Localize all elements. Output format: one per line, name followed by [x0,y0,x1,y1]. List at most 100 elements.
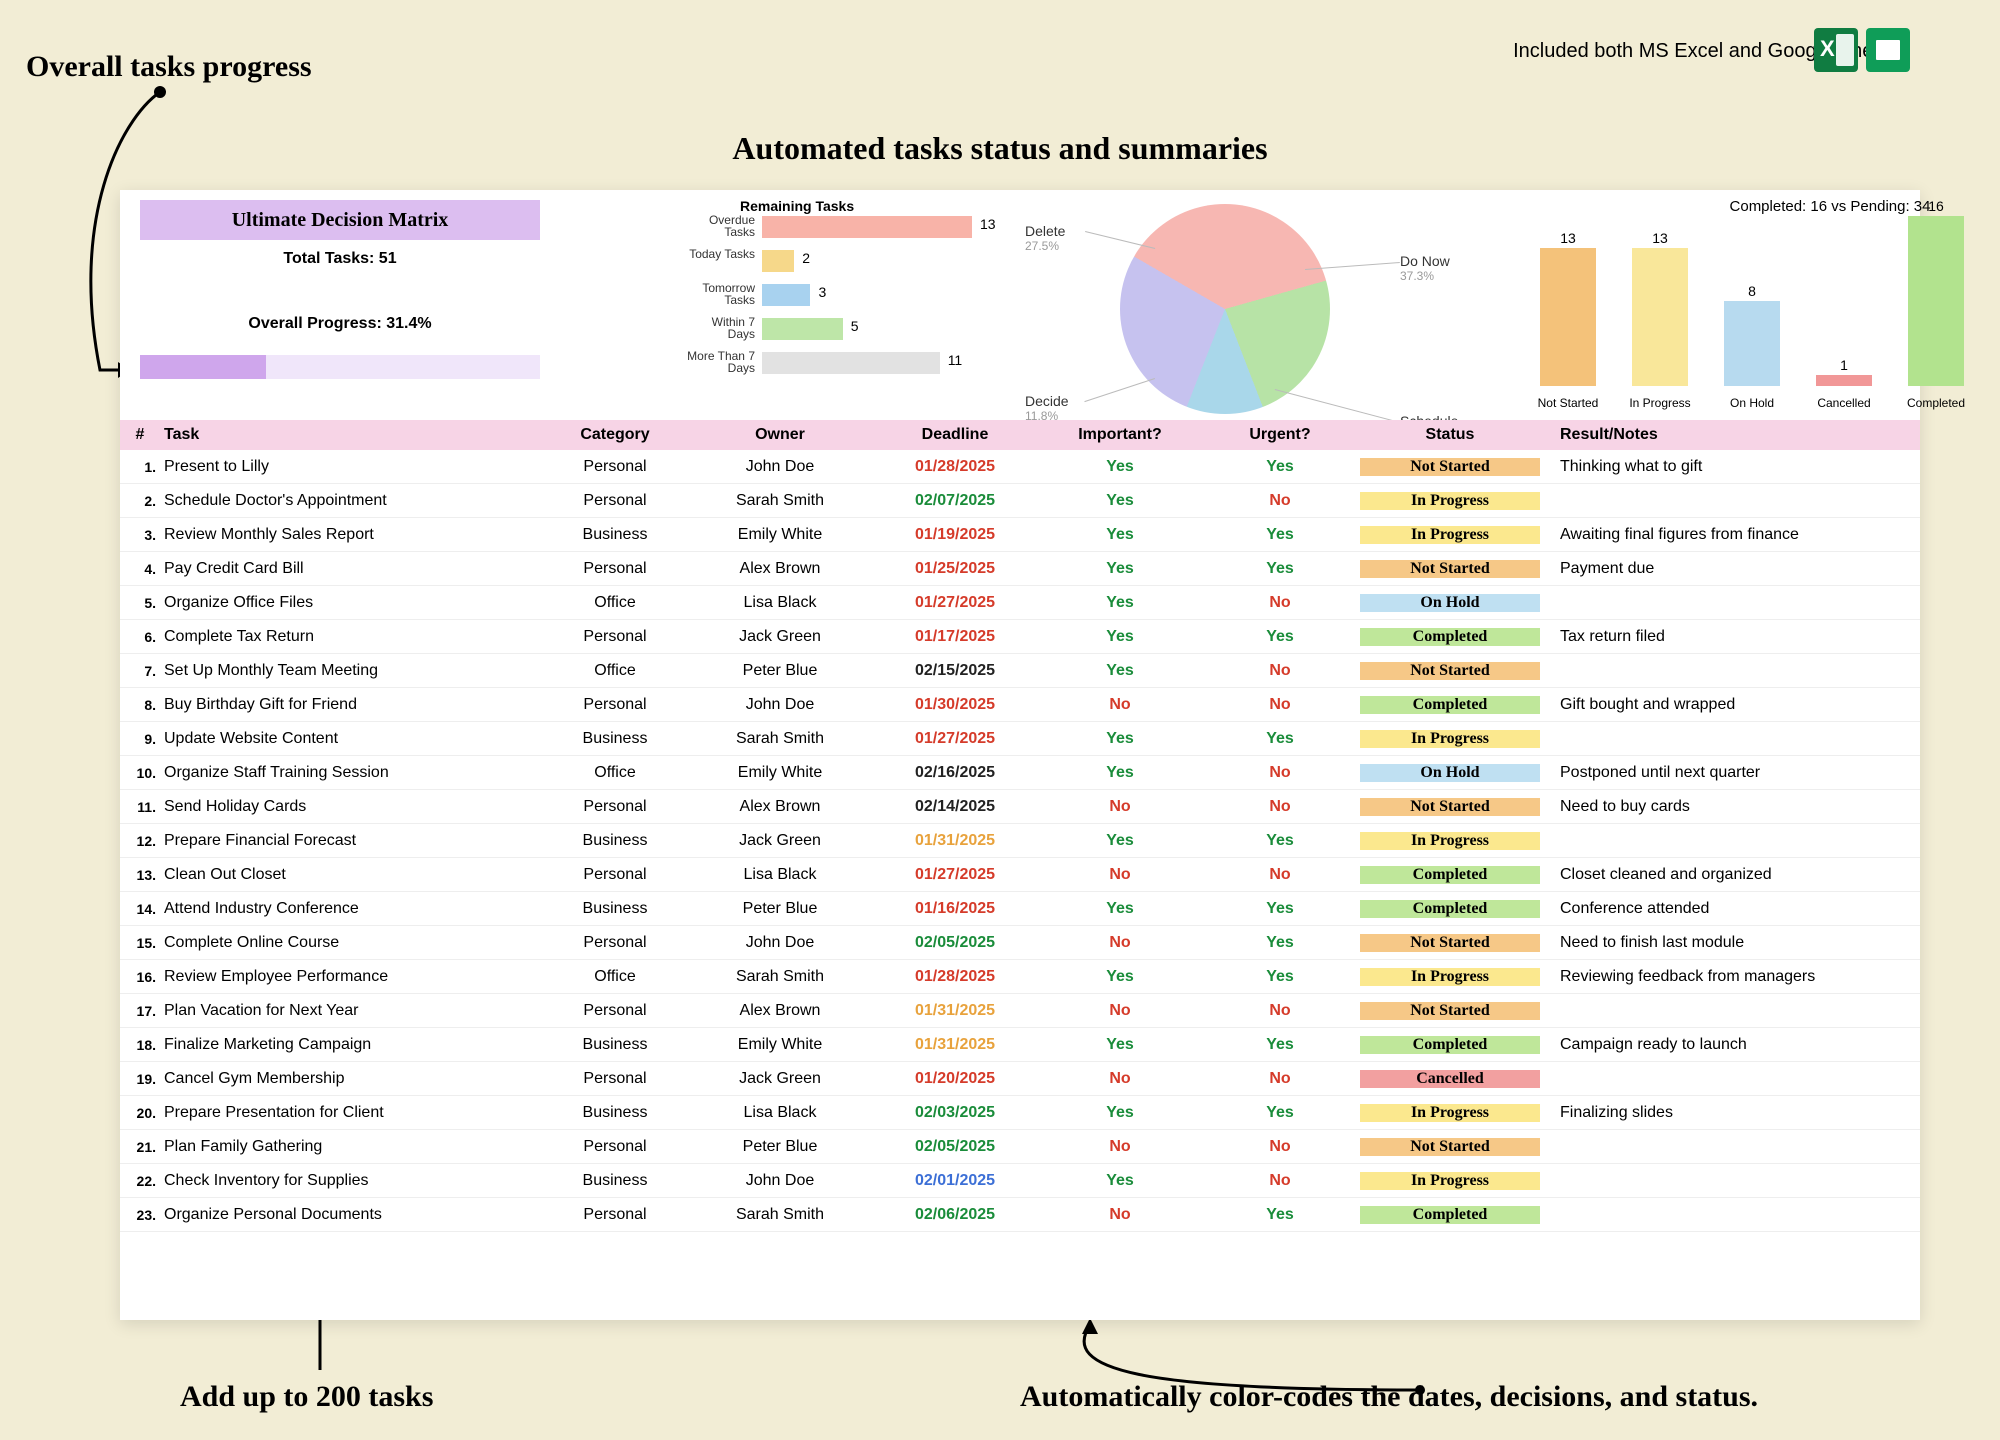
cell-urgent[interactable]: No [1200,1002,1360,1020]
cell-urgent[interactable]: No [1200,662,1360,680]
cell-category[interactable]: Business [540,1036,690,1054]
cell-important[interactable]: Yes [1040,1036,1200,1054]
cell-important[interactable]: Yes [1040,492,1200,510]
table-row[interactable]: 7.Set Up Monthly Team MeetingOfficePeter… [120,654,1920,688]
cell-urgent[interactable]: Yes [1200,560,1360,578]
table-row[interactable]: 2.Schedule Doctor's AppointmentPersonalS… [120,484,1920,518]
cell-urgent[interactable]: No [1200,492,1360,510]
cell-owner[interactable]: Lisa Black [690,866,870,884]
cell-notes[interactable]: Need to buy cards [1540,798,1920,816]
cell-status[interactable]: In Progress [1360,526,1540,544]
cell-deadline[interactable]: 01/27/2025 [870,730,1040,748]
cell-category[interactable]: Personal [540,1002,690,1020]
cell-task[interactable]: Organize Office Files [160,594,540,612]
cell-notes[interactable]: Campaign ready to launch [1540,1036,1920,1054]
cell-task[interactable]: Set Up Monthly Team Meeting [160,662,540,680]
cell-category[interactable]: Personal [540,560,690,578]
cell-urgent[interactable]: No [1200,696,1360,714]
cell-category[interactable]: Personal [540,492,690,510]
cell-deadline[interactable]: 01/27/2025 [870,594,1040,612]
cell-important[interactable]: No [1040,1002,1200,1020]
cell-owner[interactable]: Jack Green [690,1070,870,1088]
cell-owner[interactable]: Peter Blue [690,1138,870,1156]
cell-owner[interactable]: Peter Blue [690,900,870,918]
cell-task[interactable]: Clean Out Closet [160,866,540,884]
cell-task[interactable]: Pay Credit Card Bill [160,560,540,578]
cell-task[interactable]: Attend Industry Conference [160,900,540,918]
cell-task[interactable]: Schedule Doctor's Appointment [160,492,540,510]
cell-deadline[interactable]: 02/03/2025 [870,1104,1040,1122]
cell-status[interactable]: Completed [1360,866,1540,884]
table-row[interactable]: 5.Organize Office FilesOfficeLisa Black0… [120,586,1920,620]
table-row[interactable]: 1.Present to LillyPersonalJohn Doe01/28/… [120,450,1920,484]
cell-notes[interactable]: Reviewing feedback from managers [1540,968,1920,986]
cell-task[interactable]: Organize Staff Training Session [160,764,540,782]
cell-task[interactable]: Finalize Marketing Campaign [160,1036,540,1054]
cell-task[interactable]: Present to Lilly [160,458,540,476]
table-row[interactable]: 12.Prepare Financial ForecastBusinessJac… [120,824,1920,858]
cell-important[interactable]: No [1040,866,1200,884]
cell-important[interactable]: No [1040,1206,1200,1224]
cell-task[interactable]: Cancel Gym Membership [160,1070,540,1088]
cell-deadline[interactable]: 01/17/2025 [870,628,1040,646]
cell-urgent[interactable]: No [1200,764,1360,782]
cell-owner[interactable]: Jack Green [690,832,870,850]
cell-notes[interactable]: Tax return filed [1540,628,1920,646]
cell-task[interactable]: Check Inventory for Supplies [160,1172,540,1190]
cell-important[interactable]: No [1040,1138,1200,1156]
cell-owner[interactable]: Lisa Black [690,1104,870,1122]
cell-notes[interactable]: Finalizing slides [1540,1104,1920,1122]
cell-task[interactable]: Review Monthly Sales Report [160,526,540,544]
cell-status[interactable]: Not Started [1360,798,1540,816]
cell-category[interactable]: Personal [540,866,690,884]
cell-owner[interactable]: Sarah Smith [690,730,870,748]
cell-deadline[interactable]: 01/30/2025 [870,696,1040,714]
cell-important[interactable]: Yes [1040,968,1200,986]
cell-urgent[interactable]: No [1200,798,1360,816]
cell-category[interactable]: Personal [540,458,690,476]
cell-status[interactable]: Not Started [1360,934,1540,952]
table-row[interactable]: 8.Buy Birthday Gift for FriendPersonalJo… [120,688,1920,722]
cell-important[interactable]: Yes [1040,832,1200,850]
cell-urgent[interactable]: Yes [1200,1206,1360,1224]
table-row[interactable]: 9.Update Website ContentBusinessSarah Sm… [120,722,1920,756]
table-row[interactable]: 13.Clean Out ClosetPersonalLisa Black01/… [120,858,1920,892]
table-row[interactable]: 10.Organize Staff Training SessionOffice… [120,756,1920,790]
cell-notes[interactable]: Postponed until next quarter [1540,764,1920,782]
cell-owner[interactable]: John Doe [690,934,870,952]
cell-notes[interactable]: Closet cleaned and organized [1540,866,1920,884]
cell-category[interactable]: Personal [540,798,690,816]
cell-status[interactable]: In Progress [1360,730,1540,748]
cell-important[interactable]: Yes [1040,526,1200,544]
cell-important[interactable]: Yes [1040,764,1200,782]
cell-category[interactable]: Office [540,594,690,612]
cell-category[interactable]: Office [540,968,690,986]
cell-category[interactable]: Personal [540,1206,690,1224]
cell-category[interactable]: Personal [540,628,690,646]
cell-owner[interactable]: Sarah Smith [690,1206,870,1224]
cell-notes[interactable]: Conference attended [1540,900,1920,918]
table-row[interactable]: 4.Pay Credit Card BillPersonalAlex Brown… [120,552,1920,586]
cell-urgent[interactable]: Yes [1200,730,1360,748]
cell-status[interactable]: Not Started [1360,662,1540,680]
cell-owner[interactable]: Jack Green [690,628,870,646]
cell-urgent[interactable]: No [1200,1172,1360,1190]
cell-status[interactable]: In Progress [1360,1172,1540,1190]
cell-category[interactable]: Business [540,526,690,544]
cell-deadline[interactable]: 02/01/2025 [870,1172,1040,1190]
table-row[interactable]: 6.Complete Tax ReturnPersonalJack Green0… [120,620,1920,654]
cell-urgent[interactable]: Yes [1200,1104,1360,1122]
cell-category[interactable]: Personal [540,1070,690,1088]
cell-important[interactable]: Yes [1040,730,1200,748]
cell-important[interactable]: No [1040,696,1200,714]
cell-deadline[interactable]: 01/31/2025 [870,1036,1040,1054]
cell-status[interactable]: Not Started [1360,1138,1540,1156]
cell-task[interactable]: Complete Tax Return [160,628,540,646]
cell-task[interactable]: Complete Online Course [160,934,540,952]
cell-important[interactable]: No [1040,934,1200,952]
cell-deadline[interactable]: 01/20/2025 [870,1070,1040,1088]
cell-task[interactable]: Buy Birthday Gift for Friend [160,696,540,714]
cell-important[interactable]: No [1040,798,1200,816]
cell-owner[interactable]: Emily White [690,526,870,544]
cell-urgent[interactable]: Yes [1200,458,1360,476]
